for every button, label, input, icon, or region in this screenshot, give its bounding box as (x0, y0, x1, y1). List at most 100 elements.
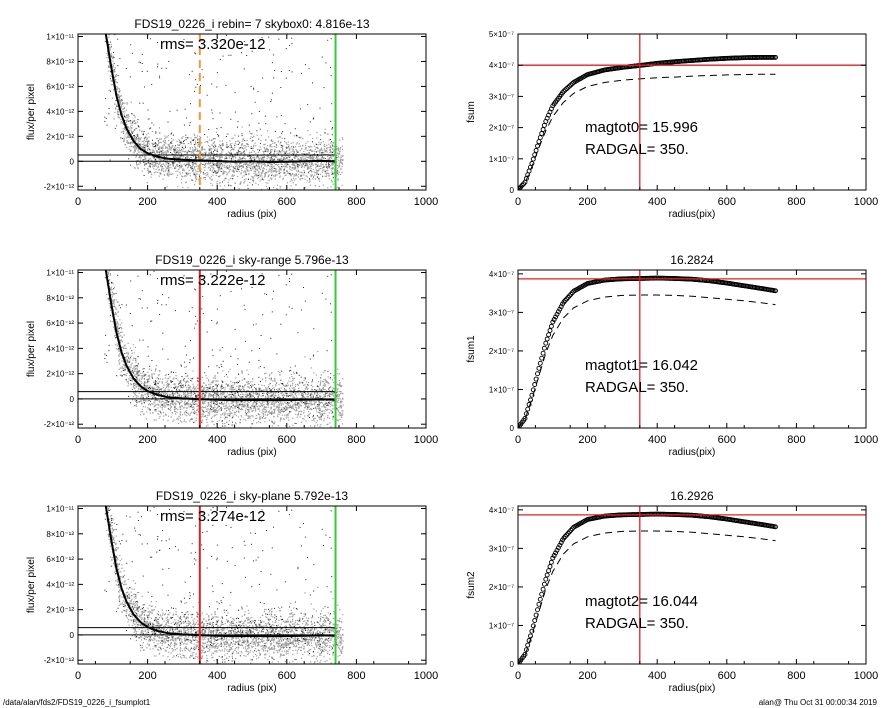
scatter-point (174, 156, 176, 158)
scatter-point (137, 126, 139, 128)
scatter-point (328, 139, 330, 141)
scatter-point (294, 162, 297, 164)
scatter-point (165, 169, 167, 171)
scatter-point (164, 174, 166, 176)
scatter-point (124, 127, 126, 129)
scatter-point (117, 111, 119, 113)
scatter-point (235, 141, 237, 143)
scatter-point (253, 87, 254, 89)
scatter-point (131, 120, 133, 122)
scatter-point (214, 138, 216, 140)
scatter-point (262, 172, 264, 174)
scatter-point (290, 178, 292, 180)
scatter-point (178, 416, 180, 418)
scatter-point (192, 164, 194, 166)
scatter-point (175, 150, 177, 152)
scatter-point (230, 159, 232, 161)
scatter-point (229, 396, 231, 398)
scatter-point (253, 167, 255, 169)
scatter-point (309, 134, 311, 136)
scatter-point (192, 162, 195, 164)
scatter-point (260, 179, 262, 181)
scatter-point (282, 166, 284, 168)
scatter-point (270, 101, 272, 102)
scatter-point (235, 405, 237, 407)
scatter-point (226, 157, 228, 159)
scatter-point (156, 150, 158, 152)
scatter-point (207, 386, 209, 388)
scatter-point (108, 61, 110, 63)
scatter-point (192, 164, 194, 166)
scatter-point (276, 174, 278, 176)
scatter-point (221, 152, 223, 154)
scatter-point (253, 170, 255, 172)
scatter-point (248, 409, 250, 411)
scatter-point (328, 175, 330, 177)
scatter-point (170, 141, 172, 143)
scatter-point (281, 146, 283, 148)
scatter-point (219, 157, 221, 159)
scatter-point (134, 370, 136, 372)
scatter-point (124, 144, 126, 146)
scatter-point (248, 402, 250, 404)
scatter-point (320, 380, 322, 382)
scatter-point (234, 182, 236, 184)
scatter-point (106, 27, 107, 28)
scatter-point (165, 142, 167, 144)
scatter-point (271, 402, 273, 404)
scatter-point (109, 78, 111, 80)
scatter-point (286, 166, 288, 168)
scatter-point (322, 371, 324, 373)
scatter-point (178, 165, 180, 167)
scatter-point (309, 178, 310, 180)
scatter-point (136, 405, 138, 407)
scatter-point (137, 140, 139, 142)
scatter-point (280, 169, 282, 171)
scatter-point (265, 185, 268, 187)
scatter-point (121, 357, 123, 359)
scatter-point (231, 388, 233, 390)
scatter-point (161, 167, 163, 169)
scatter-point (333, 388, 335, 390)
scatter-point (147, 170, 149, 172)
scatter-point (178, 141, 181, 143)
scatter-point (237, 135, 239, 137)
scatter-point (253, 165, 255, 167)
scatter-point (248, 166, 250, 168)
scatter-point (213, 409, 216, 411)
scatter-point (152, 144, 154, 146)
scatter-point (124, 111, 126, 113)
scatter-point (135, 372, 137, 374)
scatter-point (293, 164, 295, 166)
scatter-point (158, 153, 160, 155)
scatter-point (167, 150, 169, 152)
scatter-point (154, 388, 156, 390)
scatter-point (149, 399, 151, 401)
scatter-point (175, 400, 177, 402)
scatter-point (114, 320, 117, 322)
scatter-point (222, 171, 224, 173)
scatter-point (243, 151, 245, 153)
scatter-point (305, 420, 307, 422)
scatter-point (230, 118, 232, 120)
scatter-point (243, 179, 245, 181)
scatter-point (204, 163, 206, 166)
scatter-point (292, 377, 294, 379)
scatter-point (154, 402, 156, 404)
scatter-point (328, 149, 331, 151)
scatter-point (199, 162, 201, 164)
scatter-point (255, 401, 257, 403)
scatter-point (194, 174, 196, 176)
scatter-point (220, 388, 222, 390)
scatter-point (244, 384, 246, 386)
scatter-point (281, 155, 283, 157)
scatter-point (278, 38, 280, 40)
scatter-point (151, 174, 153, 176)
fsum-point (540, 127, 546, 132)
scatter-point (208, 139, 210, 141)
scatter-point (327, 156, 329, 158)
scatter-point (115, 75, 117, 77)
scatter-point (232, 415, 234, 417)
scatter-point (330, 392, 332, 394)
scatter-point (167, 149, 169, 152)
